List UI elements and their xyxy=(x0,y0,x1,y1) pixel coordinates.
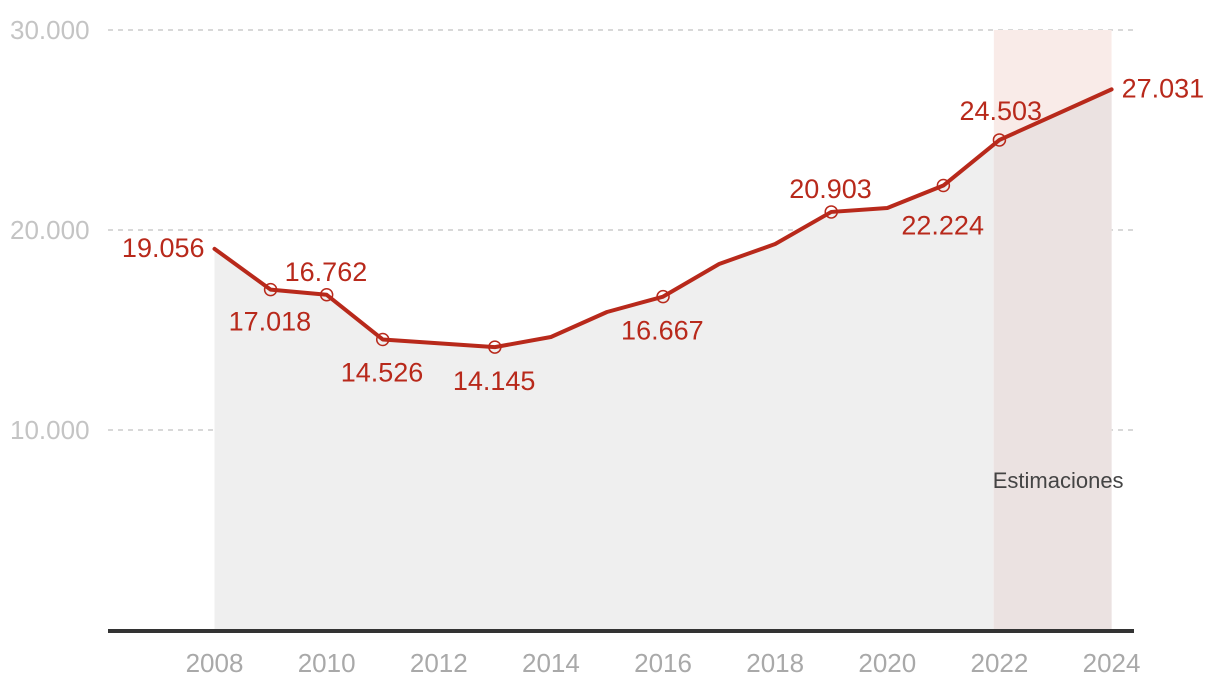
x-tick-label: 2020 xyxy=(858,648,916,678)
data-label: 22.224 xyxy=(901,211,984,241)
data-label: 24.503 xyxy=(959,96,1042,126)
series-markers xyxy=(263,133,1007,354)
x-tick-label: 2018 xyxy=(746,648,804,678)
data-label: 27.031 xyxy=(1122,73,1205,103)
data-point-marker xyxy=(488,340,502,354)
area-fill xyxy=(214,89,1112,630)
x-tick-label: 2022 xyxy=(971,648,1029,678)
data-point-marker xyxy=(263,282,278,297)
data-point-marker xyxy=(656,289,670,304)
estimates-band-area xyxy=(993,89,1112,630)
data-label: 17.018 xyxy=(229,307,312,337)
estimates-band: Estimaciones xyxy=(993,30,1124,630)
y-tick-label: 20.000 xyxy=(10,215,90,245)
x-tick-label: 2012 xyxy=(410,648,468,678)
data-point-marker xyxy=(992,133,1007,147)
x-tick-label: 2024 xyxy=(1083,648,1141,678)
data-point-marker xyxy=(824,205,838,219)
x-tick-label: 2014 xyxy=(522,648,580,678)
area-under-line xyxy=(214,89,1112,630)
data-labels: 19.056 17.018 16.762 14.526 14.145 16.667 20.9… xyxy=(122,73,1204,396)
data-point-marker xyxy=(936,178,951,193)
series-polyline xyxy=(212,87,1114,350)
x-tick-label: 2016 xyxy=(634,648,692,678)
data-label: 14.145 xyxy=(453,366,536,396)
series-line xyxy=(212,87,1114,350)
x-tick-label: 2010 xyxy=(298,648,356,678)
y-tick-label: 30.000 xyxy=(10,15,90,45)
data-point-marker xyxy=(319,288,334,302)
estimates-label: Estimaciones xyxy=(993,468,1124,493)
y-tick-label: 10.000 xyxy=(10,415,90,445)
x-tick-label: 2008 xyxy=(186,648,244,678)
data-label: 16.762 xyxy=(285,257,368,287)
data-label: 16.667 xyxy=(621,316,704,346)
data-label: 19.056 xyxy=(122,233,205,263)
data-point-marker xyxy=(375,332,390,347)
tick-labels: 10.000 20.000 30.000 2008 2010 2012 2014 2016 20… xyxy=(10,15,1140,678)
data-label: 20.903 xyxy=(789,174,872,204)
data-label: 14.526 xyxy=(341,357,424,387)
